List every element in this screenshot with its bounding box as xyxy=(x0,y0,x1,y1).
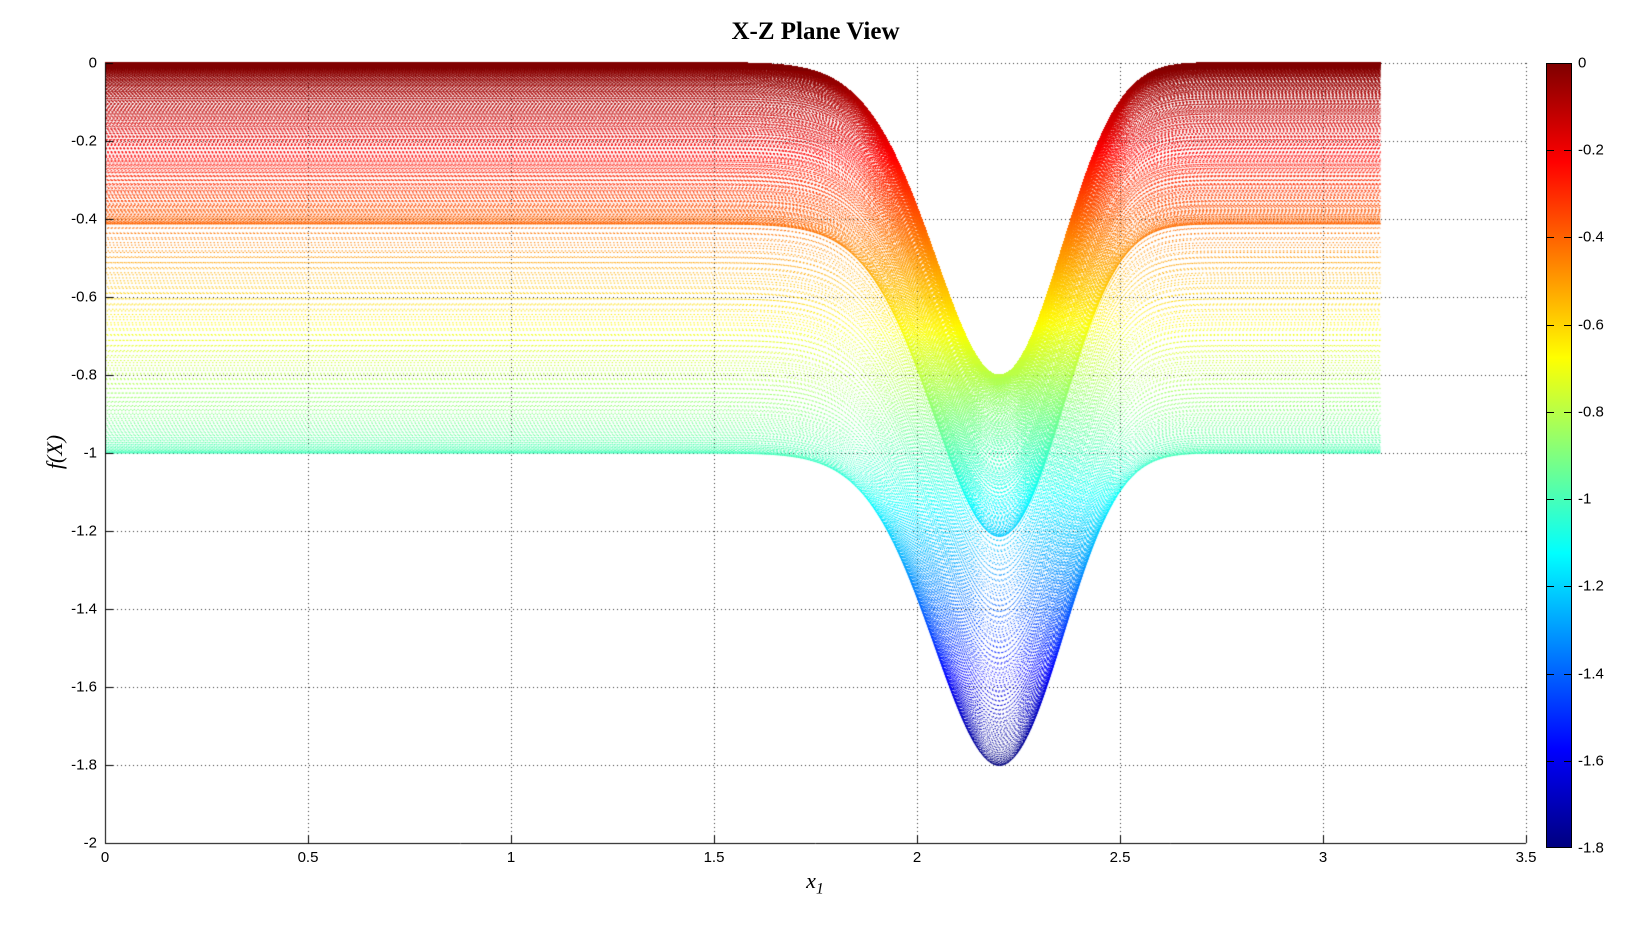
ytick-label: -0.4 xyxy=(71,210,97,228)
colorbar-tick-mark xyxy=(1547,150,1554,152)
cbtick-label: -0.6 xyxy=(1578,316,1604,334)
ytick-label: 0 xyxy=(88,54,97,72)
colorbar-tick-mark xyxy=(1547,760,1554,762)
xtick-label: 0.5 xyxy=(297,849,319,866)
colorbar-tick-mark xyxy=(1547,499,1554,501)
cbtick-label: -1.8 xyxy=(1578,839,1604,857)
xtick-label: 0 xyxy=(100,849,110,866)
colorbar-tick-mark xyxy=(1547,237,1554,239)
x-axis-label-base: x xyxy=(806,868,816,893)
ytick-label: -1 xyxy=(83,444,97,462)
cbtick-label: -0.2 xyxy=(1578,141,1604,159)
xtick-label: 2 xyxy=(912,849,922,866)
ytick-label: -0.2 xyxy=(71,132,97,150)
colorbar-tick-mark xyxy=(1547,324,1554,326)
ytick-label: -1.4 xyxy=(71,600,97,618)
ytick-label: -0.8 xyxy=(71,366,97,384)
ytick-label: -1.8 xyxy=(71,756,97,774)
colorbar-tick-mark xyxy=(1547,673,1554,675)
colorbar xyxy=(1546,63,1572,848)
ytick-label: -0.6 xyxy=(71,288,97,306)
x-axis-label-subscript: 1 xyxy=(815,880,824,898)
cbtick-label: -0.4 xyxy=(1578,228,1604,246)
cbtick-label: -1.2 xyxy=(1578,577,1604,595)
cbtick-label: -0.8 xyxy=(1578,403,1604,421)
cbtick-label: -1.4 xyxy=(1578,665,1604,683)
cbtick-label: -1 xyxy=(1578,490,1592,508)
xtick-label: 1 xyxy=(506,849,516,866)
ytick-label: -1.6 xyxy=(71,678,97,696)
colorbar-tick-mark xyxy=(1547,411,1554,413)
y-axis-label: f(X) xyxy=(42,434,67,470)
chart-title: X-Z Plane View xyxy=(731,18,900,45)
xtick-label: 2.5 xyxy=(1109,849,1131,866)
colorbar-tick-mark xyxy=(1564,499,1571,501)
cbtick-label: 0 xyxy=(1578,54,1587,72)
colorbar-tick-mark xyxy=(1564,673,1571,675)
colorbar-tick-mark xyxy=(1564,237,1571,239)
xtick-label: 3.5 xyxy=(1515,849,1537,866)
ytick-label: -2 xyxy=(83,834,97,852)
colorbar-tick-mark xyxy=(1564,760,1571,762)
colorbar-tick-mark xyxy=(1547,586,1554,588)
colorbar-tick-mark xyxy=(1564,411,1571,413)
xtick-label: 1.5 xyxy=(703,849,725,866)
x-axis-label: x1 xyxy=(806,868,824,898)
cbtick-label: -1.6 xyxy=(1578,752,1604,770)
colorbar-tick-mark xyxy=(1564,150,1571,152)
ytick-label: -1.2 xyxy=(71,522,97,540)
colorbar-tick-mark xyxy=(1564,324,1571,326)
xtick-label: 3 xyxy=(1318,849,1328,866)
colorbar-tick-mark xyxy=(1564,586,1571,588)
